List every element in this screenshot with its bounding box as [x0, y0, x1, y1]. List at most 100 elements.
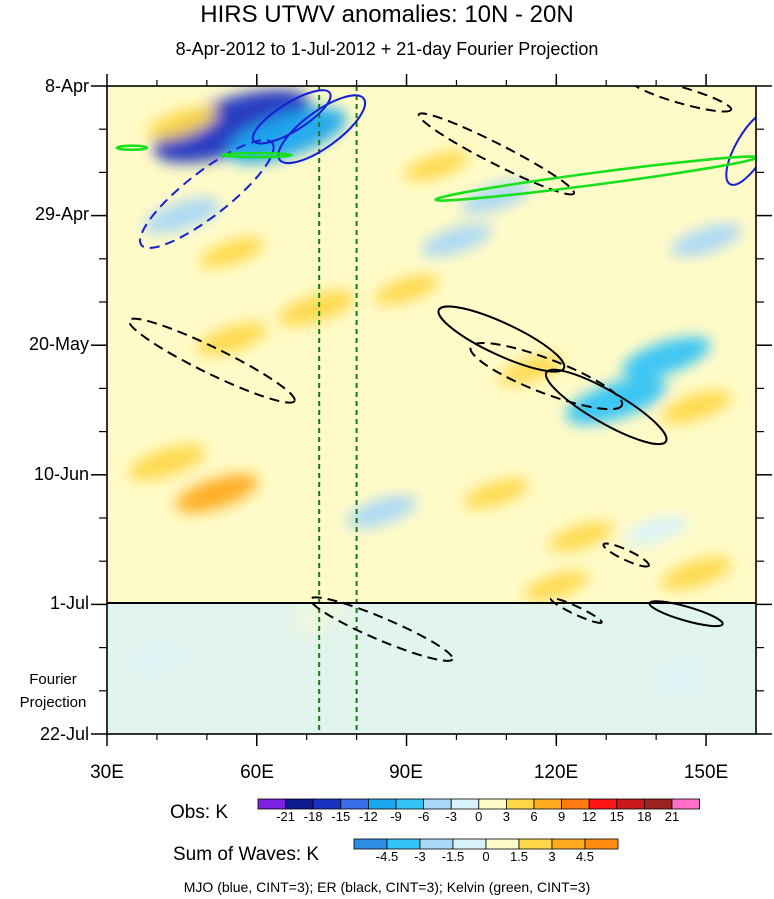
obs-colorbar-ticks: -21 -18 -15 -12 -9 -6 -3 0 3 6 9 12 15 18 21: [0, 810, 774, 826]
er-contour: [549, 597, 603, 624]
anomaly-mark: [128, 444, 206, 481]
y-tick-label: 1-Jul: [49, 593, 89, 613]
obs-colorbar-tick-label: 6: [530, 809, 538, 824]
waves-colorbar-tick-label: 1.5: [509, 849, 529, 864]
anomaly-mark: [565, 377, 667, 425]
y-tick-label: 20-May: [28, 334, 89, 354]
waves-colorbar: [353, 838, 619, 850]
plot-frame: [106, 85, 757, 735]
obs-colorbar-tick-label: 15: [609, 809, 625, 824]
obs-colorbar: [257, 798, 701, 810]
fourier-projection-band: [107, 603, 756, 734]
obs-colorbar-swatch: [285, 798, 314, 810]
waves-colorbar-tick-label: 4.5: [575, 849, 595, 864]
waves-colorbar-swatch: [584, 838, 619, 850]
x-tick-label: 120E: [533, 762, 579, 783]
obs-colorbar-tick-label: 21: [664, 809, 680, 824]
waves-colorbar-tick-label: 0: [482, 849, 490, 864]
fourier-projection-label: Fourier Projection: [19, 671, 87, 711]
wave-contours: [115, 86, 756, 662]
kelvin-contour: [220, 151, 294, 159]
x-tick-label: 150E: [683, 762, 729, 783]
er-contour: [602, 542, 650, 568]
er-contour: [309, 596, 454, 662]
anomaly-mark: [499, 354, 564, 385]
chart-title: HIRS UTWV anomalies: 10N - 20N: [200, 1, 574, 28]
er-contour: [417, 112, 576, 196]
obs-colorbar-tick-label: -15: [331, 809, 351, 824]
obs-colorbar-swatch: [395, 798, 425, 810]
mjo-contour: [139, 139, 275, 249]
anomaly-mark: [290, 604, 343, 629]
obs-colorbar-title: Obs: K: [170, 802, 229, 823]
er-contour: [544, 368, 668, 446]
anomaly-mark: [660, 390, 732, 424]
anomaly-mark: [199, 237, 264, 268]
anomaly-field: [128, 89, 742, 601]
obs-colorbar-tick-label: -6: [417, 809, 430, 824]
x-tick-label: 60E: [240, 762, 274, 783]
chart-subtitle: 8-Apr-2012 to 1-Jul-2012 + 21-day Fourie…: [175, 39, 599, 59]
obs-colorbar-tick-label: -21: [276, 809, 295, 824]
obs-colorbar-swatch: [644, 798, 673, 810]
waves-colorbar-tick-label: -4.5: [375, 849, 399, 864]
anomaly-mark: [524, 570, 589, 601]
obs-colorbar-swatch: [450, 798, 480, 810]
anomaly-mark: [421, 223, 492, 257]
waves-colorbar-tick-label: -3: [414, 849, 426, 864]
waves-colorbar-title: Sum of Waves: K: [173, 844, 320, 865]
obs-colorbar-swatch: [423, 798, 452, 810]
er-contour: [469, 341, 624, 411]
anomaly-mark: [655, 666, 708, 691]
obs-colorbar-swatch: [257, 798, 287, 810]
y-tick-label: 22-Jul: [39, 724, 89, 744]
er-contour: [437, 305, 566, 373]
waves-colorbar-swatch: [386, 838, 421, 850]
anomaly-mark: [146, 106, 218, 140]
mjo-contour: [277, 94, 367, 165]
kelvin-contour: [115, 144, 149, 152]
mjo-contour: [725, 109, 756, 186]
x-tick-label: 90E: [389, 762, 423, 783]
obs-colorbar-swatch: [478, 798, 507, 810]
projection-field: [130, 604, 708, 691]
anomaly-mark: [624, 515, 689, 546]
anomaly-mark: [278, 290, 355, 326]
anomaly-mark: [621, 336, 711, 379]
obs-colorbar-swatch: [505, 798, 535, 810]
anomaly-mark: [374, 274, 439, 305]
obs-colorbar-tick-label: -12: [358, 809, 378, 824]
obs-colorbar-swatch: [561, 798, 590, 810]
waves-colorbar-swatch: [452, 838, 487, 850]
y-tick-label: 29-Apr: [34, 204, 89, 224]
obs-colorbar-tick-label: -9: [390, 809, 402, 824]
anomaly-mark: [670, 223, 742, 257]
waves-colorbar-swatch: [518, 838, 553, 850]
axis-ticks: [91, 74, 772, 746]
waves-colorbar-swatch: [485, 838, 520, 850]
reference-longitude-lines: [318, 86, 358, 734]
anomaly-mark: [549, 521, 614, 552]
kelvin-contour: [434, 155, 756, 202]
er-contour: [630, 86, 733, 113]
obs-colorbar-tick-label: -3: [445, 809, 457, 824]
anomaly-mark: [153, 89, 310, 163]
anomaly-mark: [143, 197, 221, 234]
anomaly-mark: [404, 151, 469, 182]
plot-area: [91, 74, 772, 746]
obs-colorbar-swatch: [671, 798, 701, 810]
obs-colorbar-swatch: [533, 798, 563, 810]
obs-colorbar-tick-label: -18: [303, 809, 323, 824]
obs-colorbar-swatch: [340, 798, 369, 810]
anomaly-mark: [346, 495, 417, 529]
mjo-contour: [251, 89, 332, 145]
obs-colorbar-swatch: [616, 798, 645, 810]
anomaly-mark: [130, 647, 183, 673]
obs-colorbar-tick-label: 3: [502, 809, 510, 824]
er-contour: [127, 317, 296, 404]
obs-colorbar-swatch: [312, 798, 342, 810]
obs-colorbar-swatch: [588, 798, 618, 810]
waves-colorbar-tick-label: 3: [548, 849, 556, 864]
obs-colorbar-tick-label: 12: [581, 809, 597, 824]
waves-colorbar-swatch: [551, 838, 586, 850]
